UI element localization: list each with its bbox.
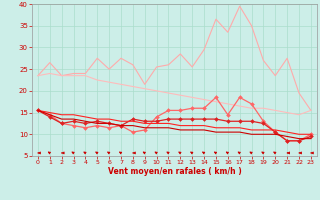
X-axis label: Vent moyen/en rafales ( km/h ): Vent moyen/en rafales ( km/h ) — [108, 167, 241, 176]
